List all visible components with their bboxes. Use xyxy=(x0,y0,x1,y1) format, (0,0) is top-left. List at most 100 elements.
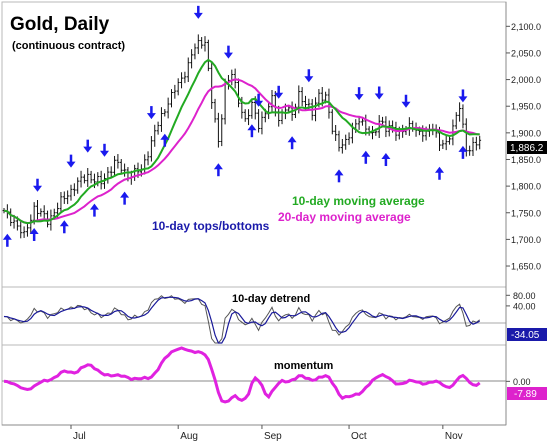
detrend-tick-label: 80.00 xyxy=(513,291,536,301)
price-bar xyxy=(270,90,274,113)
detrend-value-badge xyxy=(507,328,547,341)
price-bar xyxy=(26,222,29,237)
top-arrow xyxy=(223,45,233,59)
chart-subtitle: (continuous contract) xyxy=(12,40,125,52)
month-label: Jul xyxy=(73,431,86,442)
price-bar xyxy=(468,145,472,156)
price-bar xyxy=(300,87,304,107)
price-bar xyxy=(173,84,177,99)
momentum-lines xyxy=(3,346,481,404)
price-bar xyxy=(66,190,70,205)
price-bar xyxy=(444,135,448,151)
price-bar xyxy=(22,226,26,238)
price-bar xyxy=(458,102,461,122)
price-bar xyxy=(337,130,341,152)
bottom-arrow xyxy=(247,124,257,138)
top-arrow xyxy=(374,86,384,100)
top-bottom-arrows xyxy=(2,5,468,247)
price-bar xyxy=(344,134,348,150)
price-bars xyxy=(2,34,482,239)
top-arrow xyxy=(146,106,156,120)
price-bar xyxy=(220,114,224,147)
price-bar xyxy=(109,166,113,179)
detrend-signal-line xyxy=(3,296,480,344)
price-bar xyxy=(441,139,445,149)
price-bar xyxy=(357,115,361,130)
price-bar xyxy=(146,151,150,166)
price-bar xyxy=(243,109,247,122)
price-bar xyxy=(377,115,381,139)
price-bar xyxy=(72,183,76,197)
top-arrow xyxy=(66,154,76,168)
bottom-arrow xyxy=(435,166,444,180)
price-bar xyxy=(153,124,157,147)
ma20-annotation: 20-day moving average xyxy=(278,210,411,224)
price-bar xyxy=(206,39,210,72)
bottom-arrow xyxy=(160,133,170,147)
bottom-arrow xyxy=(213,163,223,177)
month-label: Sep xyxy=(264,431,282,442)
chart-title: Gold, Daily xyxy=(10,14,110,35)
price-bar xyxy=(200,37,204,49)
price-bar xyxy=(59,191,63,214)
ma10-annotation: 10-day moving average xyxy=(292,194,425,208)
price-bar xyxy=(196,34,200,55)
price-tick-label: 1,700.0 xyxy=(511,235,541,245)
tops-bottoms-annotation: 10-day tops/bottoms xyxy=(152,219,270,233)
price-bar xyxy=(76,177,80,194)
price-bar xyxy=(183,71,187,84)
price-bar xyxy=(156,121,160,135)
ma10-line xyxy=(3,58,480,225)
bottom-arrow xyxy=(381,153,391,167)
price-bar xyxy=(217,112,220,148)
price-axis: 1,650.0 1,700.0 1,750.0 1,800.0 1,850.0 1,900… xyxy=(506,22,541,272)
price-bar xyxy=(247,109,250,126)
price-bar xyxy=(257,109,260,133)
ma20-line xyxy=(3,78,480,225)
price-bar xyxy=(176,78,180,96)
month-label: Aug xyxy=(180,431,198,442)
month-label: Nov xyxy=(445,431,463,442)
price-bar xyxy=(62,191,66,204)
momentum-value-badge xyxy=(507,387,547,400)
price-bar xyxy=(371,126,374,140)
price-bar xyxy=(166,97,170,119)
price-bar xyxy=(213,98,217,123)
price-bar xyxy=(478,135,482,150)
price-bar xyxy=(471,137,475,156)
price-bar xyxy=(113,155,116,177)
price-bar xyxy=(86,168,90,187)
momentum-label: momentum xyxy=(274,360,334,372)
price-bar xyxy=(237,78,240,108)
bottom-arrow xyxy=(334,169,344,183)
price-tick-label: 1,800.0 xyxy=(511,182,541,192)
last-price-badge xyxy=(507,141,547,154)
price-bar xyxy=(116,154,120,169)
price-bar xyxy=(9,208,13,227)
last-price-label: 1,886.2 xyxy=(510,143,544,154)
top-arrow xyxy=(254,93,264,107)
price-bar xyxy=(123,163,126,177)
price-bar xyxy=(340,138,344,154)
price-bar xyxy=(69,184,73,201)
detrend-label: 10-day detrend xyxy=(232,293,310,305)
price-bar xyxy=(454,112,458,130)
moving-average-lines xyxy=(3,58,480,225)
price-bar xyxy=(180,72,183,89)
price-tick-label: 1,900.0 xyxy=(511,128,541,138)
bottom-arrow xyxy=(458,145,468,159)
price-bar xyxy=(193,43,197,60)
price-bar xyxy=(190,49,193,69)
price-bar xyxy=(36,199,39,220)
price-bar xyxy=(42,205,46,221)
month-label: Oct xyxy=(351,431,367,442)
momentum-line xyxy=(3,346,481,404)
top-arrow xyxy=(100,143,109,157)
price-bar xyxy=(150,136,153,162)
top-arrow xyxy=(33,178,42,192)
price-bar xyxy=(334,124,338,142)
bottom-arrow xyxy=(59,220,69,234)
price-bar xyxy=(79,170,83,188)
